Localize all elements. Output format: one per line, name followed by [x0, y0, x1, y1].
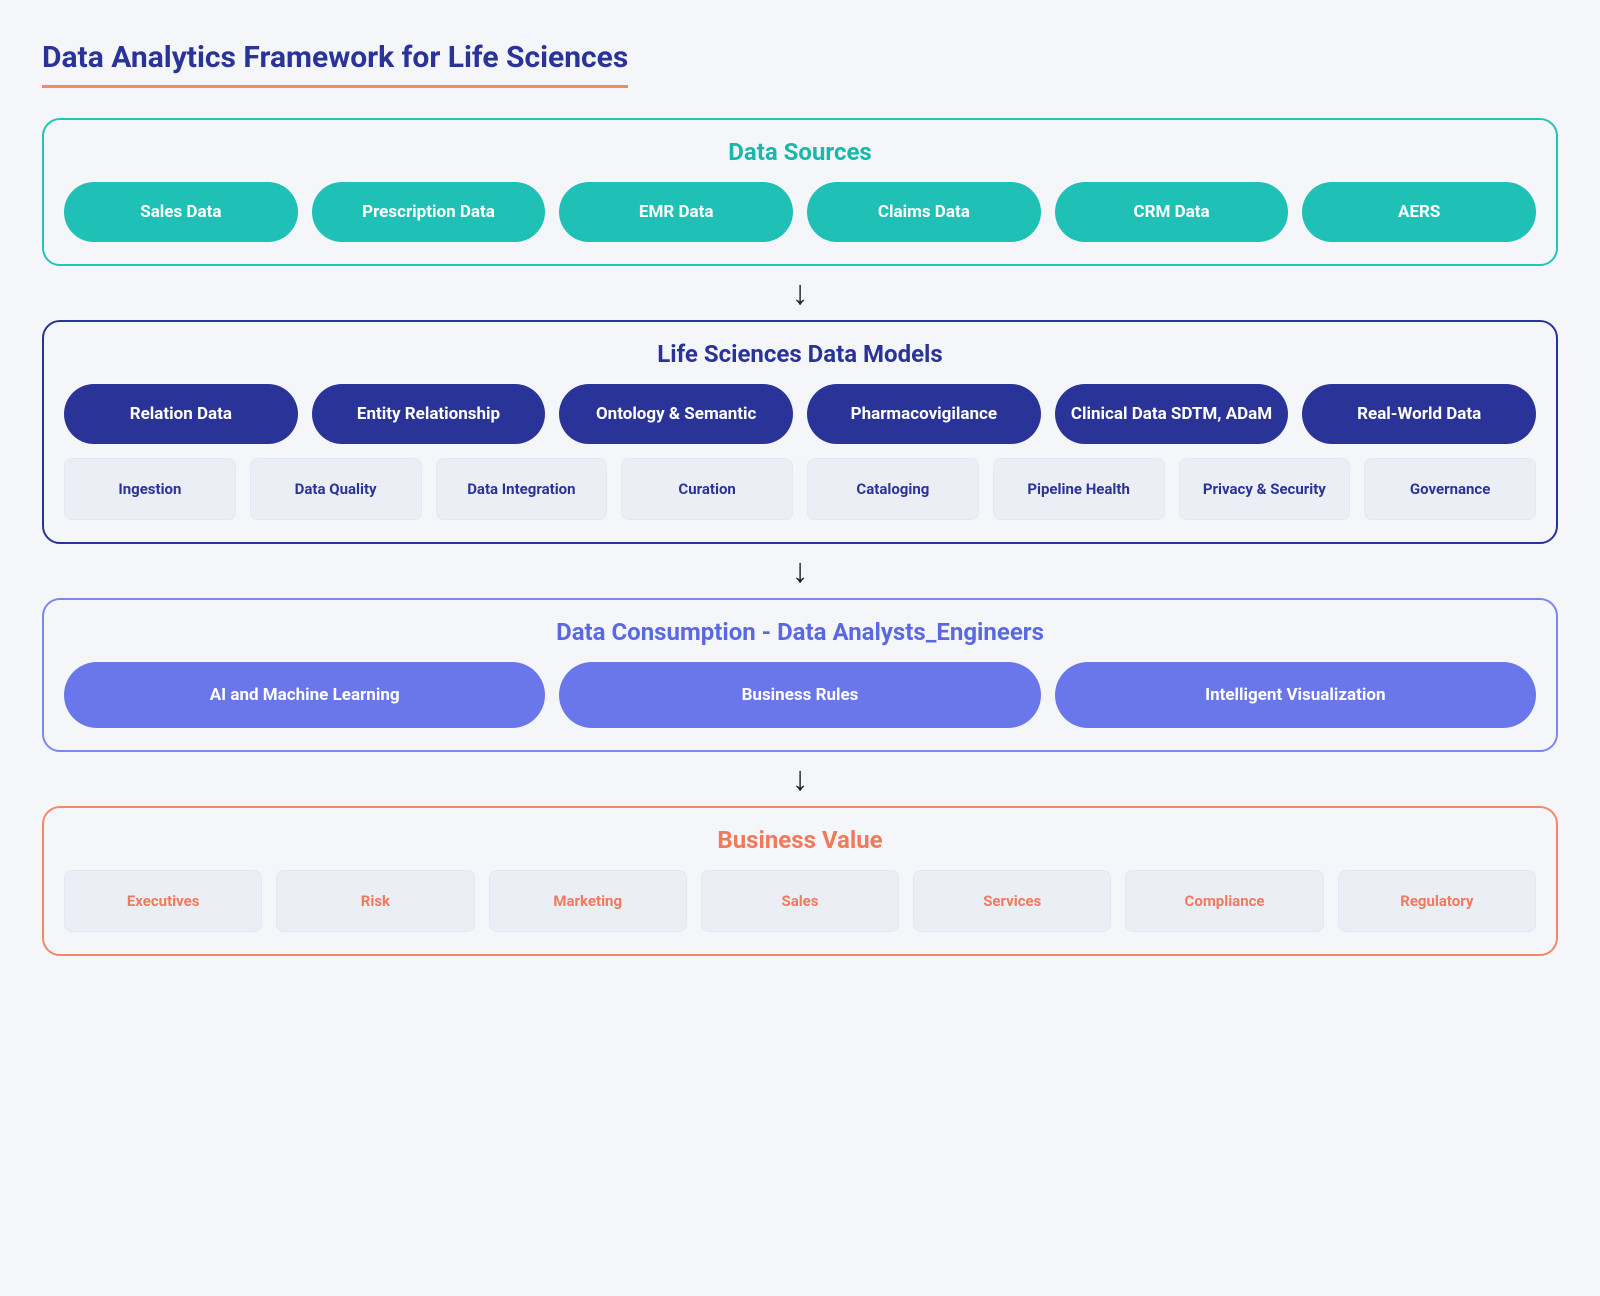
arrow-down-icon: ↓: [792, 276, 809, 310]
pill-claims-data: Claims Data: [807, 182, 1041, 242]
box-pipeline-health: Pipeline Health: [993, 458, 1165, 520]
box-risk: Risk: [276, 870, 474, 932]
arrow-down-icon: ↓: [792, 762, 809, 796]
box-data-integration: Data Integration: [436, 458, 608, 520]
box-curation: Curation: [621, 458, 793, 520]
box-cataloging: Cataloging: [807, 458, 979, 520]
box-data-quality: Data Quality: [250, 458, 422, 520]
section-business-value: Business Value Executives Risk Marketing…: [42, 806, 1558, 956]
pill-crm-data: CRM Data: [1055, 182, 1289, 242]
flow-container: Data Sources Sales Data Prescription Dat…: [42, 118, 1558, 956]
pill-emr-data: EMR Data: [559, 182, 793, 242]
box-row-models: Ingestion Data Quality Data Integration …: [64, 458, 1536, 520]
pill-entity-relationship: Entity Relationship: [312, 384, 546, 444]
pill-ontology-semantic: Ontology & Semantic: [559, 384, 793, 444]
page-title: Data Analytics Framework for Life Scienc…: [42, 40, 628, 88]
section-title-consumption: Data Consumption - Data Analysts_Enginee…: [64, 618, 1536, 646]
box-compliance: Compliance: [1125, 870, 1323, 932]
pill-row-models: Relation Data Entity Relationship Ontolo…: [64, 384, 1536, 444]
box-marketing: Marketing: [489, 870, 687, 932]
pill-intelligent-viz: Intelligent Visualization: [1055, 662, 1536, 728]
pill-sales-data: Sales Data: [64, 182, 298, 242]
pill-clinical-sdtm-adam: Clinical Data SDTM, ADaM: [1055, 384, 1289, 444]
box-ingestion: Ingestion: [64, 458, 236, 520]
pill-relation-data: Relation Data: [64, 384, 298, 444]
pill-prescription-data: Prescription Data: [312, 182, 546, 242]
pill-row-sources: Sales Data Prescription Data EMR Data Cl…: [64, 182, 1536, 242]
pill-row-consumption: AI and Machine Learning Business Rules I…: [64, 662, 1536, 728]
box-privacy-security: Privacy & Security: [1179, 458, 1351, 520]
box-sales: Sales: [701, 870, 899, 932]
pill-real-world-data: Real-World Data: [1302, 384, 1536, 444]
box-row-value: Executives Risk Marketing Sales Services…: [64, 870, 1536, 932]
box-governance: Governance: [1364, 458, 1536, 520]
box-services: Services: [913, 870, 1111, 932]
section-data-models: Life Sciences Data Models Relation Data …: [42, 320, 1558, 544]
section-data-consumption: Data Consumption - Data Analysts_Enginee…: [42, 598, 1558, 752]
box-executives: Executives: [64, 870, 262, 932]
section-title-value: Business Value: [64, 826, 1536, 854]
pill-ai-ml: AI and Machine Learning: [64, 662, 545, 728]
arrow-down-icon: ↓: [792, 554, 809, 588]
section-title-models: Life Sciences Data Models: [64, 340, 1536, 368]
pill-business-rules: Business Rules: [559, 662, 1040, 728]
box-regulatory: Regulatory: [1338, 870, 1536, 932]
section-data-sources: Data Sources Sales Data Prescription Dat…: [42, 118, 1558, 266]
pill-pharmacovigilance: Pharmacovigilance: [807, 384, 1041, 444]
pill-aers: AERS: [1302, 182, 1536, 242]
section-title-sources: Data Sources: [64, 138, 1536, 166]
